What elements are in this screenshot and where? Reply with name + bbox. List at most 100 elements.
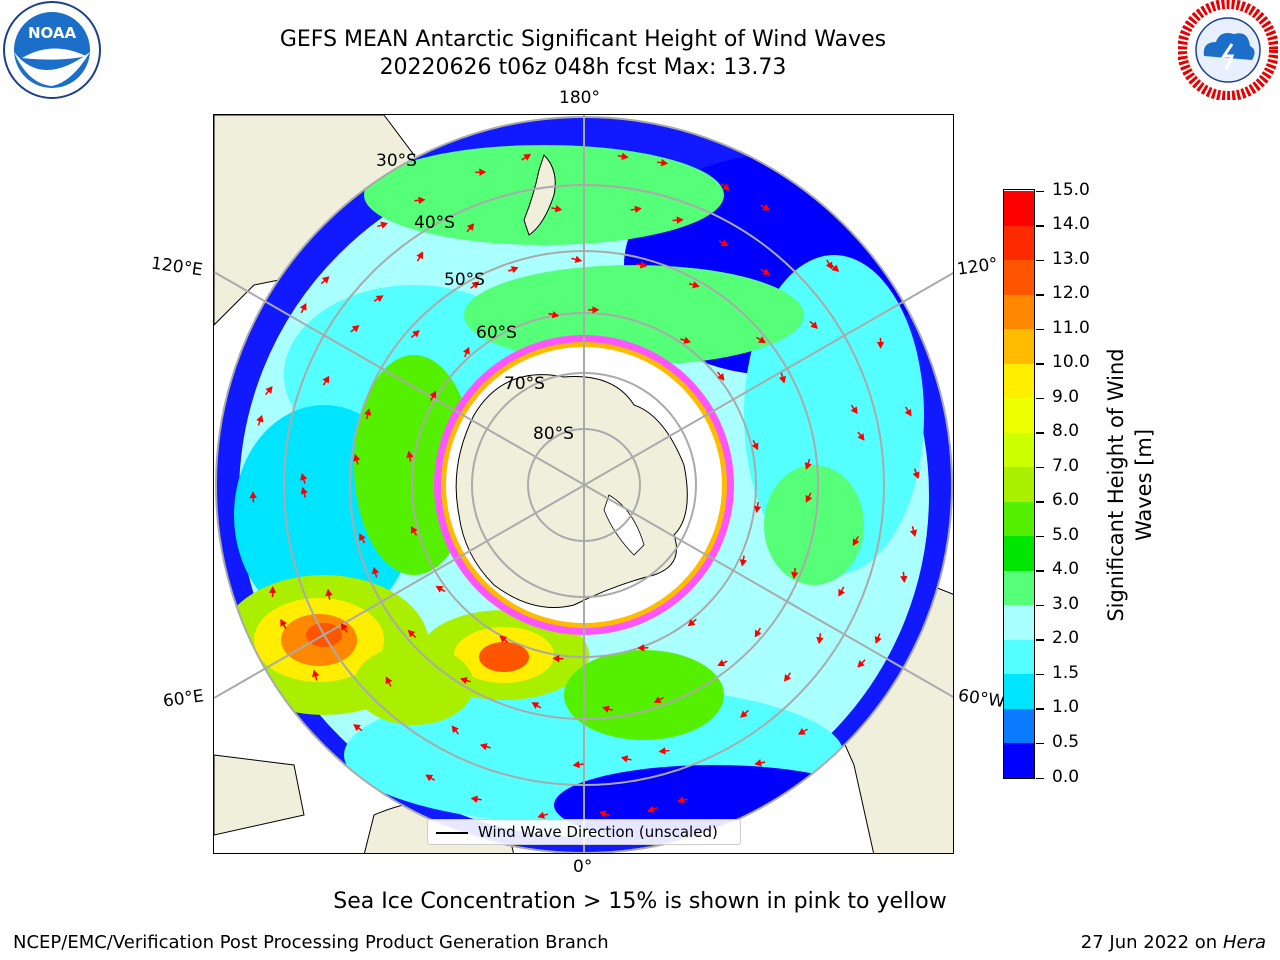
wave-arrow-head — [300, 473, 308, 481]
colorbar-title-line-1: Significant Height of Wind — [1104, 348, 1128, 622]
colorbar-tick — [1036, 328, 1044, 331]
colorbar-segment — [1004, 259, 1034, 295]
colorbar-tick-label: 0.5 — [1052, 731, 1080, 752]
wave-arrow-head — [754, 759, 762, 767]
wave-arrow-head — [256, 414, 264, 423]
colorbar-tick-label: 2.0 — [1052, 628, 1080, 649]
wave-arrow-head — [850, 406, 858, 415]
colorbar-segment — [1004, 501, 1034, 537]
colorbar-segment — [1004, 225, 1034, 261]
wave-arrow-head — [418, 196, 426, 205]
wave-arrow-head — [598, 810, 607, 818]
wave-arrow-head — [300, 486, 308, 495]
wave-arrow-head — [692, 281, 700, 289]
wave-arrow-head — [479, 743, 488, 751]
colorbar-tick — [1036, 225, 1044, 227]
wave-arrow-head — [778, 375, 787, 384]
wave-arrow-head — [364, 408, 372, 416]
wave-arrow-head — [720, 239, 729, 247]
colorbar-tick-label: 15.0 — [1052, 179, 1090, 200]
wave-arrow-head — [410, 526, 418, 534]
colorbar-tick — [1036, 466, 1044, 469]
wave-arrow-head — [466, 223, 475, 231]
lat-label-50s: 50°S — [444, 270, 485, 290]
wave-arrow-head — [325, 588, 333, 597]
colorbar-tick-label: 12.0 — [1052, 283, 1090, 304]
wave-arrow-head — [375, 295, 384, 303]
colorbar-tick-label: 1.0 — [1052, 697, 1080, 718]
wave-arrow-head — [620, 755, 629, 763]
wave-arrow-head — [351, 325, 360, 333]
wave-arrow-head — [876, 341, 885, 349]
colorbar-tick — [1036, 363, 1044, 365]
wave-arrow-head — [740, 710, 748, 718]
title-line-2: 20220626 t06z 048h fcst Max: 13.73 — [379, 55, 787, 80]
wave-arrow-head — [499, 635, 508, 643]
lat-label-80s: 80°S — [533, 424, 574, 444]
wave-arrow-head — [353, 724, 361, 732]
wave-arrow-head — [637, 644, 645, 652]
colorbar-segment — [1004, 570, 1034, 606]
colorbar-tick-label: 4.0 — [1052, 559, 1080, 580]
wave-arrow-head — [717, 659, 726, 667]
colorbar-tick — [1036, 397, 1044, 400]
wave-arrow-head — [470, 795, 478, 803]
graticule — [214, 115, 953, 853]
wave-arrow-head — [797, 728, 806, 735]
colorbar-segment — [1004, 432, 1034, 468]
wave-arrow-head — [912, 471, 920, 480]
footer-date: 27 Jun 2022 on Hera — [1081, 932, 1266, 953]
new-zealand-land — [523, 154, 556, 236]
legend-line-swatch — [436, 832, 468, 834]
colorbar-tick-label: 3.0 — [1052, 593, 1080, 614]
colorbar-tick — [1036, 294, 1044, 296]
chart-title: GEFS MEAN Antarctic Significant Height o… — [213, 26, 953, 82]
colorbar-tick — [1036, 570, 1044, 572]
wave-arrow-head — [621, 152, 629, 161]
lon-label-120w: 120° — [955, 254, 1000, 280]
colorbar-tick — [1036, 535, 1044, 538]
wave-arrow-head — [371, 566, 380, 575]
lon-label-60w: 60°W — [956, 685, 1007, 713]
footer-host: Hera — [1222, 932, 1266, 953]
map-canvas — [214, 115, 953, 853]
wave-arrow-head — [574, 255, 583, 263]
wave-arrow-head — [537, 811, 545, 819]
wave-arrow-head — [717, 373, 725, 381]
wave-arrow-head — [280, 619, 287, 627]
wave-arrow-head — [416, 251, 423, 260]
wave-arrow-head — [805, 494, 813, 503]
colorbar-tick — [1036, 190, 1044, 192]
africa-land — [214, 754, 305, 836]
title-line-1: GEFS MEAN Antarctic Significant Height o… — [279, 27, 887, 52]
wave-arrow-head — [602, 705, 610, 713]
wave-arrow-head — [385, 676, 393, 685]
wave-arrow-head — [676, 216, 684, 224]
wave-arrow-head — [551, 310, 560, 319]
colorbar-tick-label: 6.0 — [1052, 490, 1080, 511]
wave-arrow-head — [353, 453, 361, 462]
colorbar-tick-label: 11.0 — [1052, 317, 1090, 338]
legend-label: Wind Wave Direction (unscaled) — [478, 823, 718, 841]
wave-arrow-head — [412, 330, 420, 338]
wave-arrow-head — [322, 375, 330, 384]
wave-arrow-head — [804, 462, 812, 470]
colorbar-segment — [1004, 294, 1034, 330]
wave-arrow-head — [722, 183, 730, 191]
colorbar-segment — [1004, 466, 1034, 502]
wave-arrow-head — [406, 450, 414, 459]
lat-label-70s: 70°S — [504, 374, 545, 394]
colorbar-tick-label: 14.0 — [1052, 214, 1090, 235]
lat-label-40s: 40°S — [414, 213, 455, 233]
colorbar-title-line-2: Waves [m] — [1132, 428, 1156, 542]
wave-arrow-head — [380, 221, 388, 229]
noaa-logo: NOAA — [3, 1, 101, 99]
wave-arrow-head — [838, 588, 845, 597]
wave-arrow-head — [852, 538, 860, 547]
colorbar-segment — [1004, 708, 1034, 744]
wave-arrow-head — [340, 622, 348, 631]
colorbar-tick — [1036, 259, 1044, 262]
wave-arrow-head — [683, 336, 692, 344]
colorbar-segment — [1004, 639, 1034, 675]
wave-arrow-head — [904, 408, 912, 417]
